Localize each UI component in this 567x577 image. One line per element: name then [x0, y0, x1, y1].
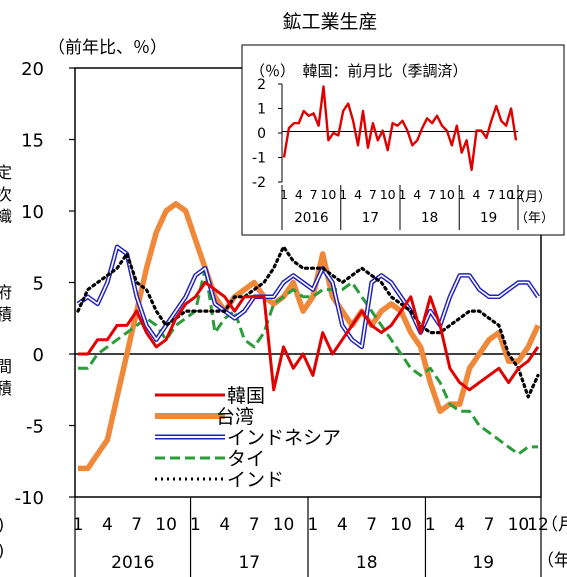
x-tick-label: 4	[102, 515, 113, 535]
x-tick-label: 12	[527, 515, 549, 535]
inset-x-tick-label: 4	[354, 187, 362, 202]
left-cut-label: 積	[0, 305, 12, 324]
inset-y-tick-label: 1	[257, 102, 266, 118]
inset-x-unit-month: （月）	[512, 190, 551, 205]
x-tick-label: 4	[219, 515, 230, 535]
legend: 韓国 台湾 インドネシア タイ インド	[155, 385, 341, 491]
inset-x-tick-label: 1	[339, 187, 347, 202]
series-line-4	[76, 245, 540, 399]
inset-y-tick-label: -1	[252, 151, 266, 167]
x-tick-label: 7	[366, 515, 377, 535]
y-tick-label: 15	[21, 131, 44, 152]
inset-x-tick-label: 4	[295, 187, 303, 202]
inset-x-tick-label: 1	[280, 187, 288, 202]
year-label: 19	[472, 553, 494, 573]
inset-x-unit-year: （年）	[515, 211, 554, 226]
x-tick-label: 10	[390, 515, 412, 535]
y-tick-label: 0	[33, 345, 44, 366]
series-line-3	[78, 266, 538, 456]
left-cut-label: )	[0, 515, 4, 534]
left-cut-label: 定	[0, 163, 12, 182]
inset-series-line	[282, 85, 518, 172]
inset-x-tick-label: 7	[428, 187, 436, 202]
y-tick-label: 10	[21, 202, 44, 223]
series-line-2	[77, 246, 539, 348]
y-tick-label: 5	[33, 274, 44, 295]
inset-y-tick-label: -2	[252, 175, 266, 191]
inset-year-label: 19	[480, 210, 497, 226]
y-tick-label: -10	[15, 488, 44, 509]
x-tick-label: 7	[484, 515, 495, 535]
inset-x-tick-label: 7	[487, 187, 495, 202]
x-tick-label: 10	[273, 515, 295, 535]
y-tick-label: -5	[26, 417, 44, 438]
legend-label-korea: 韓国	[227, 385, 265, 407]
year-label: 2016	[111, 553, 154, 573]
inset-x-tick-label: 12	[508, 187, 524, 202]
x-tick-label: 4	[454, 515, 465, 535]
x-tick-label: 1	[307, 515, 318, 535]
inset-x-tick-label: 7	[310, 187, 318, 202]
inset-x-tick-label: 10	[320, 187, 336, 202]
legend-label-india: インド	[227, 469, 284, 491]
year-label: 17	[238, 553, 260, 573]
x-tick-label: 1	[425, 515, 436, 535]
legend-label-thailand: タイ	[227, 448, 265, 470]
chart-title: 鉱工業生産	[282, 11, 377, 33]
inset-x-tick-label: 1	[458, 187, 466, 202]
inset-title: （％） 韓国：前月比（季調済）	[250, 62, 468, 80]
inset-year-label: 17	[362, 210, 379, 226]
left-cut-label: )	[0, 541, 4, 560]
year-label: 18	[356, 553, 378, 573]
x-tick-label: 10	[508, 515, 530, 535]
inset-year-label: 18	[421, 210, 438, 226]
inset-box	[241, 44, 565, 236]
left-cut-label: 積	[0, 379, 12, 398]
left-cut-label: 次	[0, 185, 12, 204]
x-tick-label: 7	[249, 515, 260, 535]
series-line-0	[78, 281, 540, 392]
inset-x-tick-label: 7	[369, 187, 377, 202]
inset-x-tick-label: 4	[413, 187, 421, 202]
left-cut-label: 府	[0, 283, 12, 302]
legend-label-taiwan: 台湾	[216, 406, 254, 428]
series-line-1	[78, 201, 541, 472]
inset-x-tick-label: 10	[380, 187, 396, 202]
inset-year-label: 2016	[294, 210, 328, 226]
inset-x-tick-label: 1	[398, 187, 406, 202]
x-tick-label: 4	[337, 515, 348, 535]
x-tick-label: 10	[155, 515, 177, 535]
inset-y-tick-label: 0	[257, 126, 266, 142]
x-tick-label: 1	[73, 515, 84, 535]
inset-x-tick-label: 10	[498, 187, 514, 202]
inset-x-tick-label: 4	[473, 187, 481, 202]
inset-y-tick-label: 2	[257, 77, 266, 93]
left-cut-label: 間	[0, 357, 12, 376]
x-tick-label: 1	[190, 515, 201, 535]
x-unit-month: （月）	[541, 515, 567, 535]
y-unit-label: （前年比、％）	[48, 38, 167, 58]
x-unit-year: （年）	[537, 551, 567, 571]
x-tick-label: 7	[131, 515, 142, 535]
legend-label-indonesia: インドネシア	[227, 427, 341, 449]
y-tick-label: 20	[21, 59, 44, 80]
left-cut-label: 織	[0, 207, 12, 226]
inset-x-tick-label: 10	[439, 187, 455, 202]
